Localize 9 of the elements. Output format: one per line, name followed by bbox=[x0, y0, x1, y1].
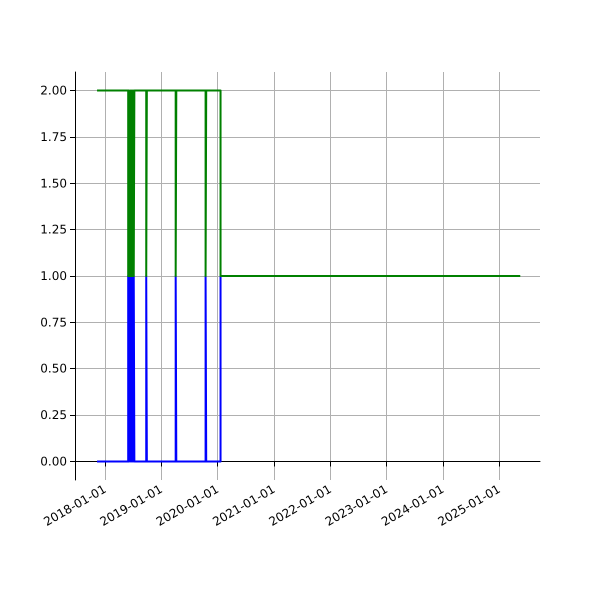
y-tick-label: 1.50 bbox=[40, 176, 67, 190]
y-tick-label: 1.00 bbox=[40, 269, 67, 283]
y-tick-label: 1.25 bbox=[40, 222, 67, 237]
y-tick-label: 2.00 bbox=[40, 84, 67, 98]
y-tick-label: 0.00 bbox=[40, 454, 67, 468]
y-tick-label: 0.75 bbox=[40, 315, 67, 330]
y-tick-label: 0.25 bbox=[40, 408, 67, 422]
y-tick-label: 1.75 bbox=[40, 130, 67, 144]
y-tick-label: 0.50 bbox=[40, 362, 67, 376]
